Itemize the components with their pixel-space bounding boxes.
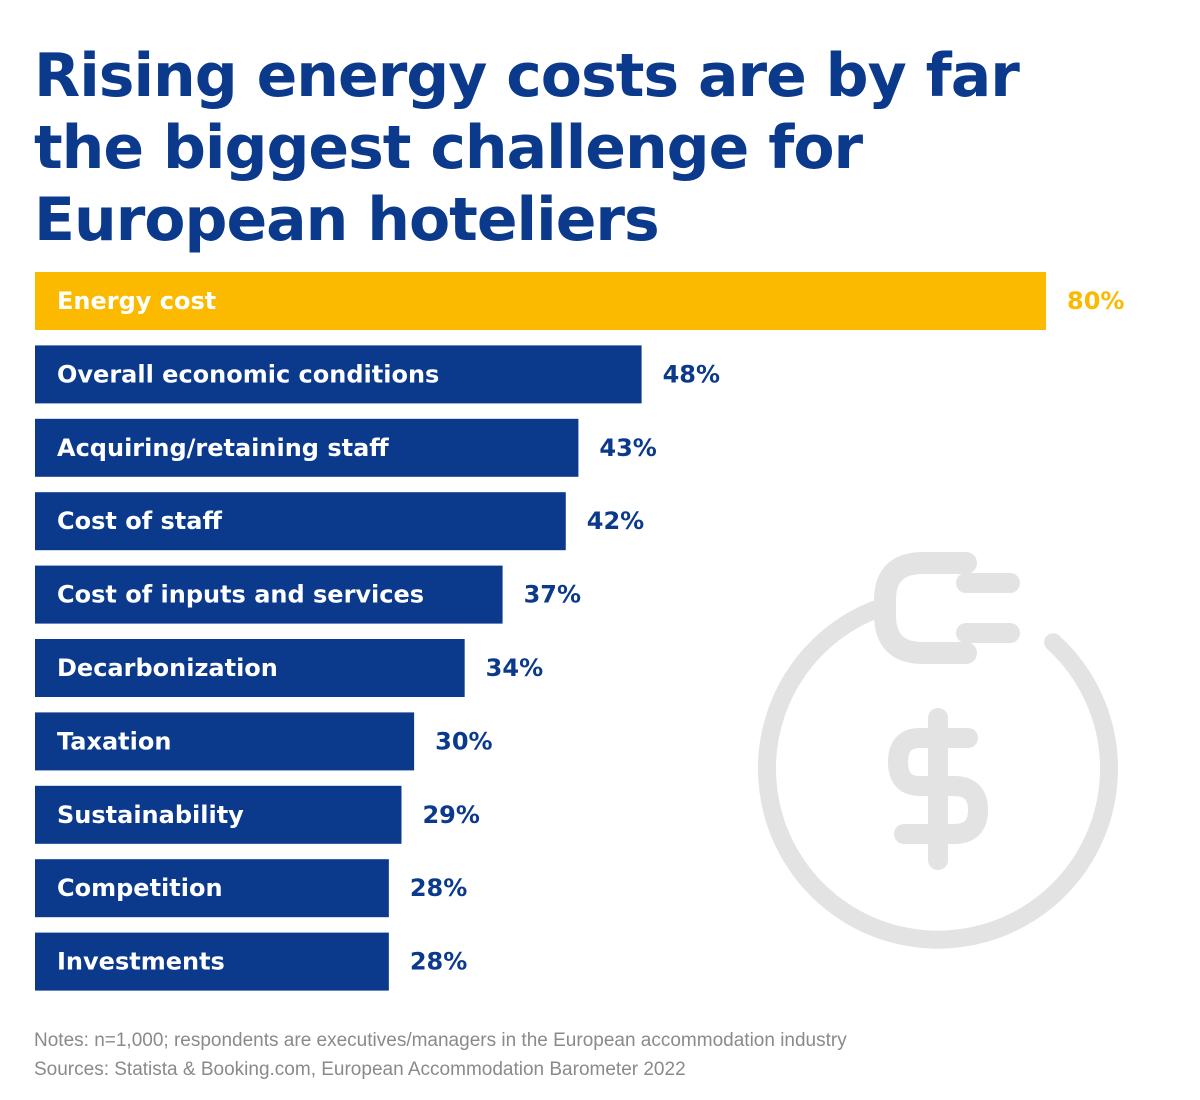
- value-label: 43%: [599, 434, 656, 462]
- notes-text: Notes: n=1,000; respondents are executiv…: [34, 1030, 847, 1051]
- bar-cost-of-staff: [35, 492, 566, 551]
- category-label: Overall economic conditions: [57, 360, 439, 388]
- category-label: Sustainability: [57, 801, 244, 829]
- category-label: Taxation: [57, 727, 171, 755]
- value-label: 29%: [422, 801, 479, 829]
- bar-decarbonization: [35, 639, 465, 697]
- category-label: Competition: [57, 874, 223, 902]
- value-label: 28%: [410, 948, 467, 976]
- plug-dollar-icon: [757, 552, 1118, 949]
- value-label: 34%: [486, 654, 543, 682]
- category-label: Energy cost: [57, 287, 216, 315]
- value-label: 80%: [1067, 287, 1124, 315]
- category-label: Cost of staff: [57, 507, 222, 535]
- bar-energy-cost: [35, 272, 1046, 330]
- title-line-1: Rising energy costs are by far: [34, 41, 1020, 111]
- bar-competition: [35, 859, 389, 918]
- category-label: Acquiring/retaining staff: [57, 434, 389, 462]
- bar-taxation: [35, 712, 415, 771]
- value-label: 48%: [663, 360, 720, 388]
- value-label: 28%: [410, 874, 467, 902]
- bar-cost-of-inputs-and-services: [35, 565, 503, 624]
- bar-investments: [35, 932, 389, 991]
- bar-chart: Energy cost 80% Overall economic condition…: [35, 272, 1124, 991]
- bar-overall-economic-conditions: [35, 345, 642, 404]
- category-label: Investments: [57, 948, 225, 976]
- value-label: 37%: [524, 581, 581, 609]
- value-label: 30%: [435, 727, 492, 755]
- sources-text: Sources: Statista & Booking.com, Europea…: [34, 1059, 686, 1080]
- category-label: Cost of inputs and services: [57, 581, 424, 609]
- page-title: Rising energy costs are by far the bigge…: [34, 40, 1134, 256]
- title-line-3: European hoteliers: [34, 185, 660, 255]
- title-line-2: the biggest challenge for: [34, 113, 863, 183]
- category-label: Decarbonization: [57, 654, 278, 682]
- value-label: 42%: [587, 507, 644, 535]
- bar-sustainability: [35, 785, 402, 844]
- bar-acquiring-retaining-staff: [35, 418, 579, 477]
- footnotes: Notes: n=1,000; respondents are executiv…: [34, 1026, 847, 1084]
